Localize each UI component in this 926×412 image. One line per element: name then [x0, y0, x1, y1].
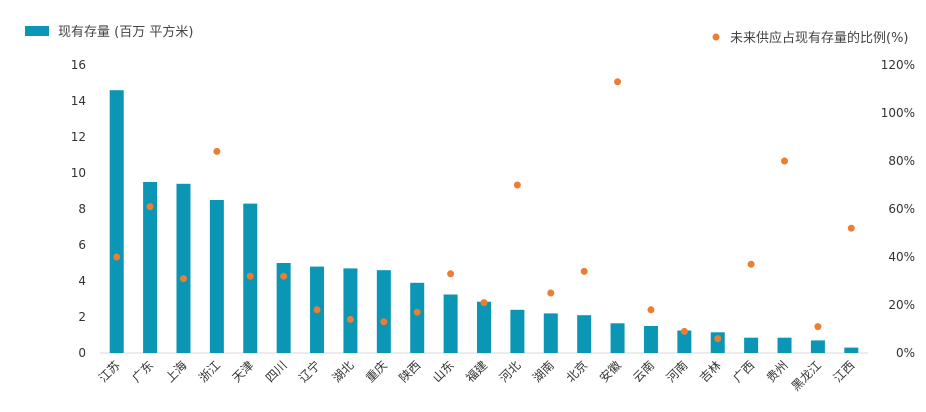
right-y-tick-label: 100% [881, 106, 915, 120]
ratio-dot [480, 299, 488, 307]
bar [143, 182, 158, 353]
left-y-axis: 0 2 4 6 8 10 12 14 16 [71, 58, 86, 360]
category-label: 吉林 [697, 358, 724, 385]
right-y-tick-label: 120% [881, 58, 915, 72]
left-y-tick-label: 12 [71, 130, 86, 144]
ratio-dot [246, 272, 254, 280]
legend-dot-swatch [712, 33, 720, 41]
bar [376, 270, 391, 353]
left-y-tick-label: 2 [78, 310, 86, 324]
ratio-dot [614, 78, 622, 86]
bar [744, 337, 759, 353]
category-label: 浙江 [196, 358, 223, 385]
bar [844, 347, 859, 353]
bar [710, 332, 725, 353]
category-label: 江西 [831, 358, 858, 385]
category-label: 贵州 [764, 358, 791, 385]
ratio-dot [814, 323, 822, 331]
bar [643, 326, 658, 353]
bar [410, 282, 425, 353]
bar [610, 323, 625, 353]
category-label: 陕西 [396, 358, 424, 386]
bar [443, 294, 458, 353]
right-y-axis: 0% 20% 40% 60% 80% 100% 120% [881, 58, 915, 360]
category-label: 福建 [463, 358, 491, 386]
bar [477, 301, 491, 353]
bar [343, 268, 358, 353]
category-label: 重庆 [363, 358, 390, 385]
ratio-dot [346, 315, 354, 323]
ratio-dot [647, 306, 655, 314]
bar [577, 315, 592, 353]
category-label: 广西 [730, 358, 757, 385]
category-label: 云南 [629, 358, 657, 386]
right-y-tick-label: 60% [888, 202, 915, 216]
category-label: 上海 [162, 358, 190, 386]
ratio-dot [146, 203, 154, 211]
left-y-tick-label: 6 [78, 238, 86, 252]
category-label: 北京 [563, 358, 590, 385]
category-label: 江苏 [96, 358, 123, 385]
legend: 现有存量 (百万 平方米) 未来供应占现有存量的比例(%) [25, 24, 909, 46]
left-y-tick-label: 16 [71, 58, 86, 72]
bar [677, 330, 692, 353]
dot-series [113, 78, 855, 343]
legend-dot-label: 未来供应占现有存量的比例(%) [730, 30, 909, 46]
right-y-tick-label: 80% [888, 154, 915, 168]
ratio-dot [179, 275, 187, 283]
left-y-tick-label: 4 [78, 274, 86, 288]
right-y-tick-label: 20% [888, 298, 915, 312]
category-label: 辽宁 [296, 358, 324, 386]
legend-bar-swatch [25, 26, 49, 36]
ratio-dot [447, 270, 455, 278]
category-label: 湖北 [329, 358, 357, 386]
category-label: 黑龙江 [789, 358, 824, 393]
ratio-dot [680, 327, 688, 335]
ratio-dot [213, 147, 221, 155]
ratio-dot [280, 272, 288, 280]
category-label: 湖南 [529, 358, 557, 386]
ratio-dot [313, 306, 321, 314]
category-label: 山东 [430, 358, 457, 385]
ratio-dot [113, 253, 121, 261]
ratio-dot [580, 267, 588, 275]
ratio-dot [547, 289, 555, 297]
category-labels: 江苏 广东 上海 浙江 天津 四川 辽宁 湖北 重庆 陕西 山东 福建 河北 湖南 北京 安徽 云南 河南 吉林 广西… [96, 358, 857, 394]
left-y-tick-label: 14 [71, 94, 86, 108]
bar [176, 183, 191, 353]
category-label: 河北 [497, 358, 524, 385]
bar [543, 313, 558, 353]
ratio-dot [714, 335, 722, 343]
ratio-dot [847, 224, 855, 232]
bar [510, 309, 525, 353]
bar [209, 200, 224, 353]
bar [276, 263, 291, 353]
category-label: 天津 [230, 358, 257, 385]
ratio-dot [513, 181, 521, 189]
ratio-dot [413, 308, 421, 316]
bar-series [109, 90, 859, 353]
category-label: 河南 [663, 358, 691, 386]
ratio-dot [781, 157, 789, 165]
bar [810, 340, 825, 353]
category-label: 广东 [129, 358, 156, 385]
bar [109, 90, 124, 353]
category-label: 安徽 [596, 358, 624, 386]
legend-bar-label: 现有存量 (百万 平方米) [58, 24, 193, 40]
right-y-tick-label: 0% [896, 346, 915, 360]
right-y-tick-label: 40% [888, 250, 915, 264]
bar [777, 337, 792, 353]
left-y-tick-label: 8 [78, 202, 86, 216]
ratio-dot [747, 260, 755, 268]
ratio-dot [380, 318, 388, 326]
left-y-tick-label: 0 [78, 346, 86, 360]
left-y-tick-label: 10 [71, 166, 86, 180]
category-label: 四川 [263, 358, 290, 385]
